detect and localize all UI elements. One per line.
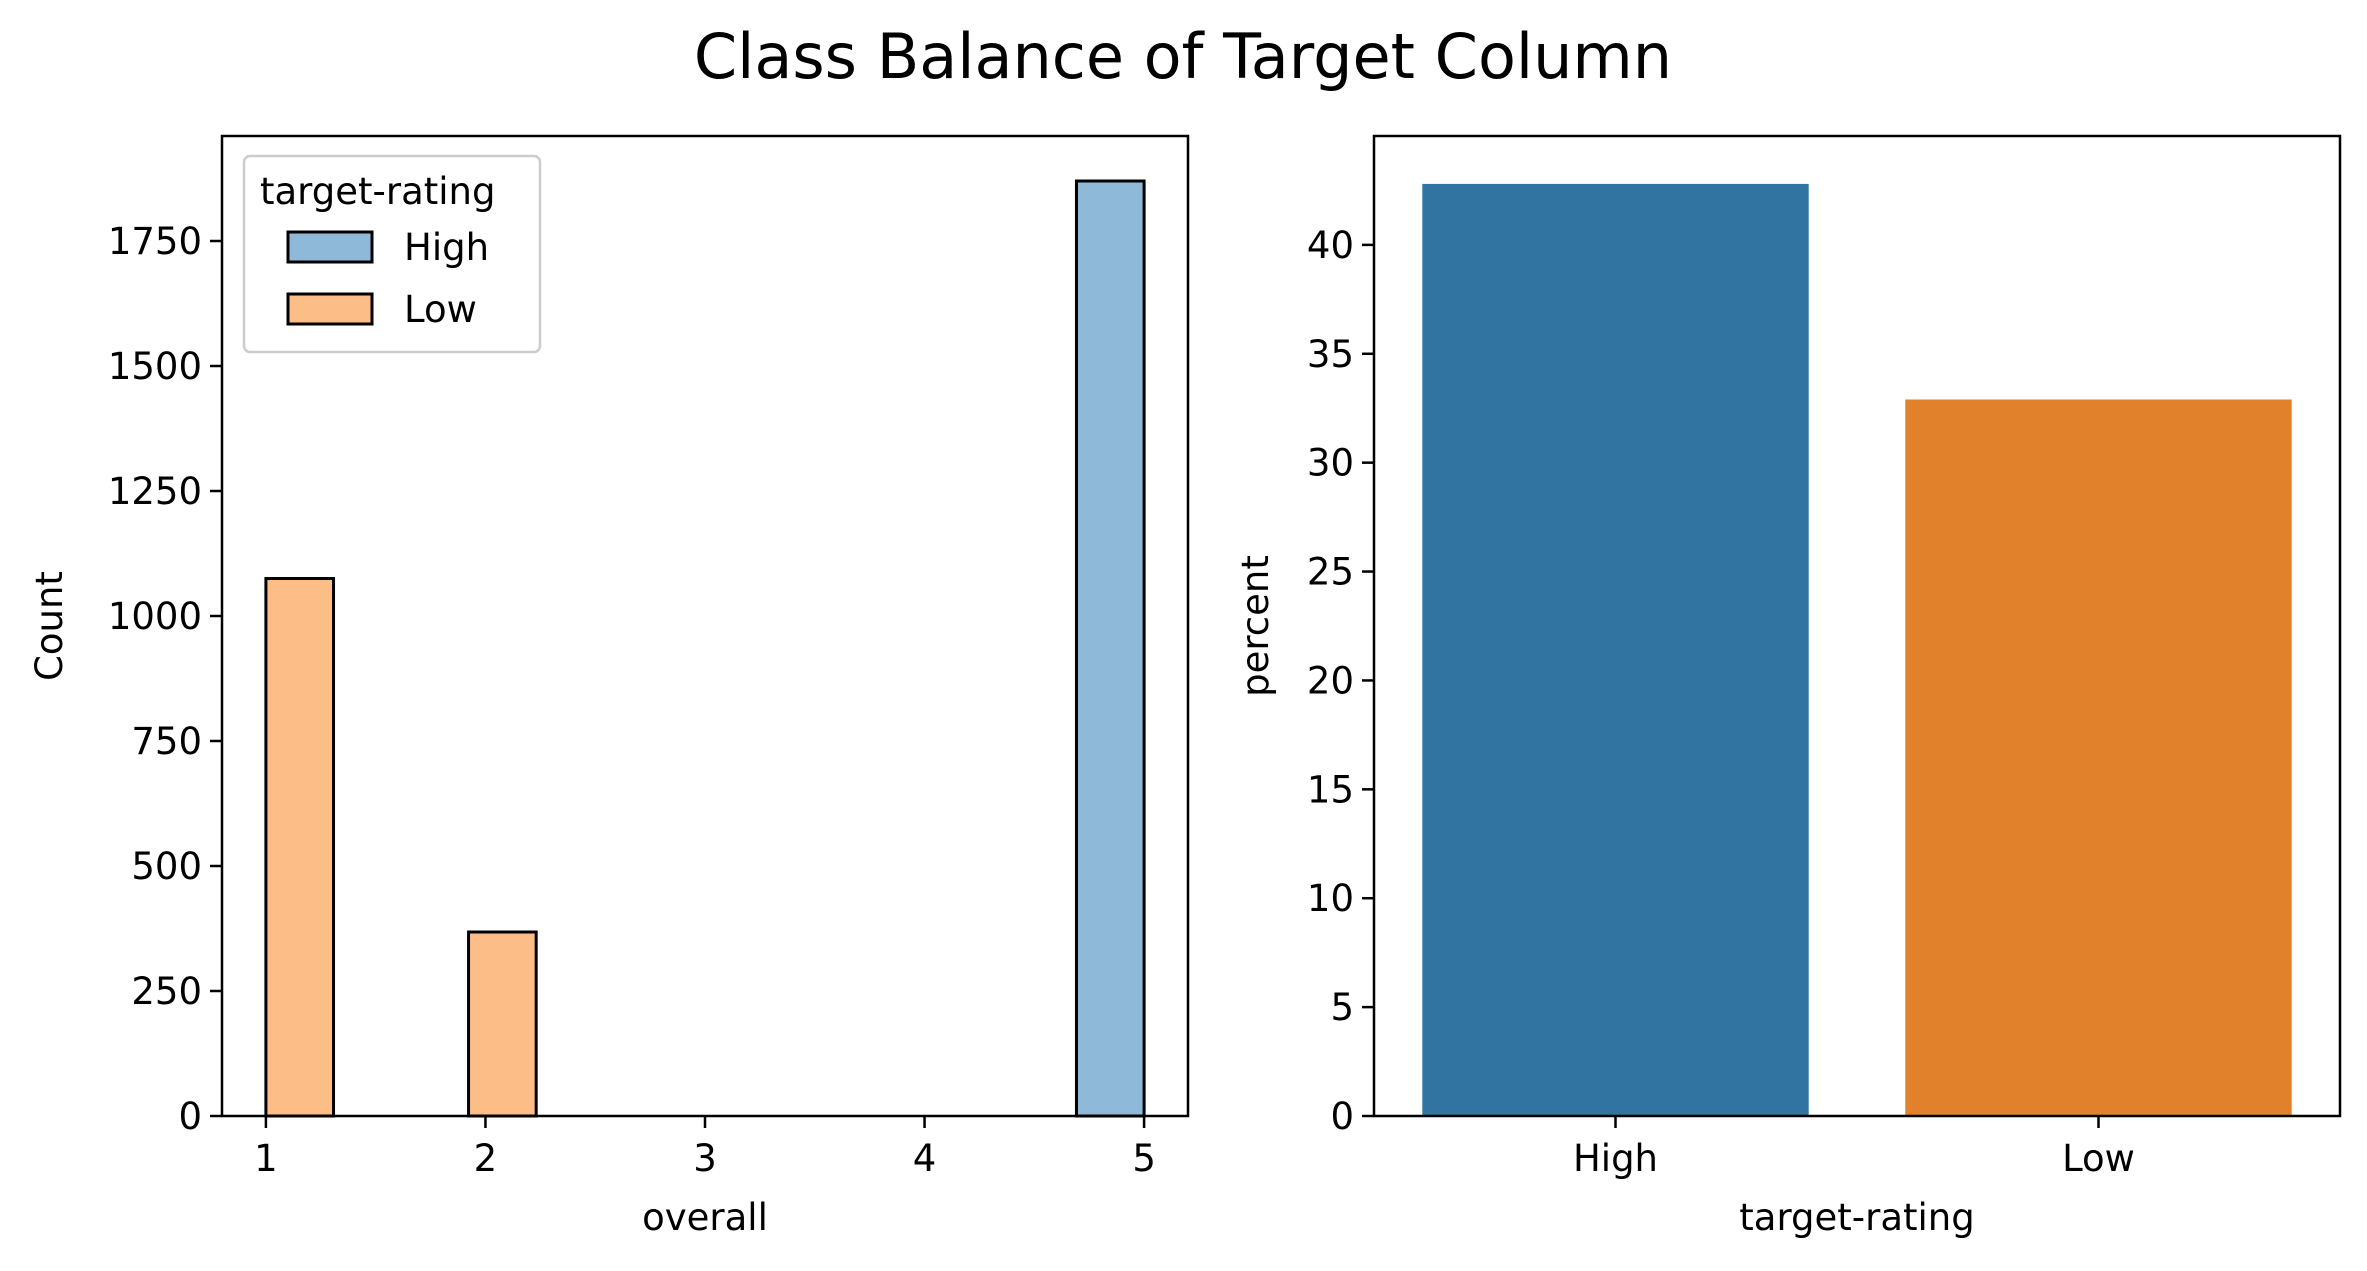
- y-tick-label: 15: [1307, 768, 1354, 811]
- y-tick-label: 5: [1330, 986, 1354, 1029]
- y-axis-label: Count: [28, 571, 71, 681]
- y-tick-label: 1500: [108, 345, 202, 388]
- histogram-bar-low: [264, 577, 336, 1118]
- bar-low: [1905, 399, 2292, 1116]
- legend-label-low: Low: [404, 288, 477, 331]
- x-tick-label: Low: [2062, 1137, 2135, 1180]
- legend-title: target-rating: [260, 170, 495, 213]
- x-axis-label: target-rating: [1739, 1196, 1974, 1239]
- y-tick-label: 30: [1307, 442, 1354, 485]
- y-tick-label: 1250: [108, 470, 202, 513]
- x-tick-label: High: [1573, 1137, 1658, 1180]
- y-tick-label: 1000: [108, 595, 202, 638]
- bar-axes-frame: [1372, 134, 2342, 1118]
- y-tick-label: 0: [1330, 1095, 1354, 1138]
- histogram-panel: 1 2 3 4 5 0 250 500 750 1000 1250 1500 1750 overall Co…: [28, 134, 1190, 1239]
- y-tick-label: 750: [131, 720, 202, 763]
- x-axis-label: overall: [642, 1196, 768, 1239]
- y-tick-label: 35: [1307, 333, 1354, 376]
- y-axis-label: percent: [1234, 555, 1277, 697]
- x-tick-label: 2: [474, 1137, 498, 1180]
- legend-label-high: High: [404, 226, 489, 269]
- legend-swatch-low: [286, 292, 374, 326]
- percent-bar-panel: High Low 0 5 10 15 20 25 30 35 40 target-rating perc…: [1234, 134, 2342, 1239]
- x-tick-label: 3: [693, 1137, 717, 1180]
- y-tick-label: 250: [131, 970, 202, 1013]
- y-tick-label: 10: [1307, 877, 1354, 920]
- figure-title: Class Balance of Target Column: [694, 20, 1672, 93]
- y-tick-label: 40: [1307, 224, 1354, 267]
- y-tick-label: 20: [1307, 659, 1354, 702]
- histogram-bar-low: [467, 930, 538, 1118]
- x-tick-label: 1: [254, 1137, 278, 1180]
- bar-high: [1422, 183, 1809, 1116]
- histogram-bar-high: [1074, 179, 1146, 1118]
- legend-swatch-high: [286, 230, 374, 264]
- y-tick-label: 25: [1307, 551, 1354, 594]
- x-tick-label: 4: [913, 1137, 937, 1180]
- x-tick-label: 5: [1132, 1137, 1156, 1180]
- y-tick-label: 0: [178, 1095, 202, 1138]
- y-tick-label: 500: [131, 845, 202, 888]
- y-tick-label: 1750: [108, 220, 202, 263]
